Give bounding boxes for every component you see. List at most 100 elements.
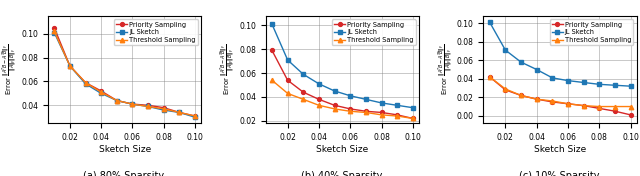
Priority Sampling [144, 104, 152, 106]
Priority Sampling [331, 104, 339, 106]
Priority Sampling [517, 94, 525, 96]
JL Sketch [346, 95, 354, 97]
Threshold Sampling [611, 105, 619, 108]
Priority Sampling [160, 107, 168, 109]
Y-axis label: Error $\frac{\|A^T\!B-A^T\!\hat{B}\|_F}{\|A\|_F\|B\|_F}$: Error $\frac{\|A^T\!B-A^T\!\hat{B}\|_F}{… [218, 44, 236, 95]
JL Sketch [548, 77, 556, 79]
X-axis label: Sketch Size: Sketch Size [99, 145, 151, 154]
JL Sketch [82, 83, 90, 85]
Priority Sampling [51, 27, 58, 29]
JL Sketch [300, 73, 307, 75]
JL Sketch [268, 23, 276, 25]
Y-axis label: Error $\frac{\|A^T\!B-A^T\!\hat{B}\|_F}{\|A\|_F\|B\|_F}$: Error $\frac{\|A^T\!B-A^T\!\hat{B}\|_F}{… [436, 44, 454, 95]
Line: Priority Sampling: Priority Sampling [488, 75, 632, 117]
Threshold Sampling [564, 103, 572, 105]
Priority Sampling [66, 65, 74, 67]
JL Sketch [502, 49, 509, 51]
Title: (a) 80% Sparsity.: (a) 80% Sparsity. [83, 171, 166, 176]
Priority Sampling [129, 103, 136, 105]
JL Sketch [51, 32, 58, 34]
Threshold Sampling [113, 99, 121, 102]
Threshold Sampling [51, 30, 58, 32]
JL Sketch [129, 103, 136, 105]
Threshold Sampling [409, 117, 417, 120]
Threshold Sampling [175, 111, 183, 114]
Priority Sampling [191, 115, 199, 117]
JL Sketch [611, 84, 619, 86]
JL Sketch [175, 111, 183, 114]
JL Sketch [191, 116, 199, 118]
Line: Threshold Sampling: Threshold Sampling [52, 29, 197, 118]
Threshold Sampling [346, 110, 354, 112]
JL Sketch [315, 83, 323, 85]
JL Sketch [533, 68, 541, 71]
JL Sketch [486, 21, 493, 23]
Priority Sampling [113, 99, 121, 102]
Line: Threshold Sampling: Threshold Sampling [488, 75, 633, 109]
Line: Priority Sampling: Priority Sampling [52, 26, 197, 118]
Threshold Sampling [627, 105, 634, 108]
Legend: Priority Sampling, JL Sketch, Threshold Sampling: Priority Sampling, JL Sketch, Threshold … [550, 19, 634, 45]
Threshold Sampling [548, 100, 556, 102]
Threshold Sampling [191, 115, 199, 117]
JL Sketch [113, 99, 121, 102]
JL Sketch [144, 105, 152, 108]
Threshold Sampling [595, 105, 603, 108]
JL Sketch [97, 92, 105, 95]
Priority Sampling [362, 110, 370, 112]
JL Sketch [160, 109, 168, 111]
X-axis label: Sketch Size: Sketch Size [316, 145, 369, 154]
Threshold Sampling [502, 88, 509, 90]
Threshold Sampling [284, 92, 291, 95]
Line: JL Sketch: JL Sketch [52, 31, 197, 119]
Priority Sampling [300, 91, 307, 93]
JL Sketch [394, 104, 401, 106]
JL Sketch [331, 90, 339, 92]
Threshold Sampling [300, 98, 307, 100]
JL Sketch [580, 81, 588, 84]
Threshold Sampling [394, 115, 401, 117]
Threshold Sampling [144, 105, 152, 108]
Priority Sampling [533, 98, 541, 100]
Legend: Priority Sampling, JL Sketch, Threshold Sampling: Priority Sampling, JL Sketch, Threshold … [114, 19, 198, 45]
Priority Sampling [595, 107, 603, 109]
X-axis label: Sketch Size: Sketch Size [534, 145, 586, 154]
JL Sketch [284, 59, 291, 61]
Priority Sampling [564, 103, 572, 105]
Priority Sampling [284, 79, 291, 81]
Threshold Sampling [580, 105, 588, 107]
Line: Threshold Sampling: Threshold Sampling [270, 78, 415, 121]
JL Sketch [409, 107, 417, 109]
Priority Sampling [409, 117, 417, 120]
Threshold Sampling [331, 108, 339, 110]
JL Sketch [66, 65, 74, 67]
Priority Sampling [97, 90, 105, 92]
Threshold Sampling [129, 103, 136, 105]
JL Sketch [595, 83, 603, 85]
Legend: Priority Sampling, JL Sketch, Threshold Sampling: Priority Sampling, JL Sketch, Threshold … [332, 19, 416, 45]
Threshold Sampling [160, 108, 168, 110]
Threshold Sampling [268, 79, 276, 81]
Title: (c) 10% Sparsity.: (c) 10% Sparsity. [519, 171, 601, 176]
JL Sketch [362, 98, 370, 100]
Threshold Sampling [82, 82, 90, 84]
Threshold Sampling [517, 94, 525, 96]
Priority Sampling [378, 111, 385, 114]
JL Sketch [378, 102, 385, 104]
Line: JL Sketch: JL Sketch [488, 20, 632, 88]
Threshold Sampling [378, 114, 385, 116]
Priority Sampling [175, 111, 183, 114]
Priority Sampling [580, 105, 588, 107]
Threshold Sampling [66, 65, 74, 67]
JL Sketch [627, 85, 634, 87]
Priority Sampling [627, 114, 634, 116]
Priority Sampling [611, 110, 619, 112]
Line: Priority Sampling: Priority Sampling [270, 49, 415, 120]
Priority Sampling [548, 101, 556, 103]
JL Sketch [517, 61, 525, 63]
Priority Sampling [486, 76, 493, 78]
Threshold Sampling [315, 104, 323, 106]
Threshold Sampling [486, 76, 493, 78]
Priority Sampling [315, 98, 323, 100]
Threshold Sampling [362, 111, 370, 114]
